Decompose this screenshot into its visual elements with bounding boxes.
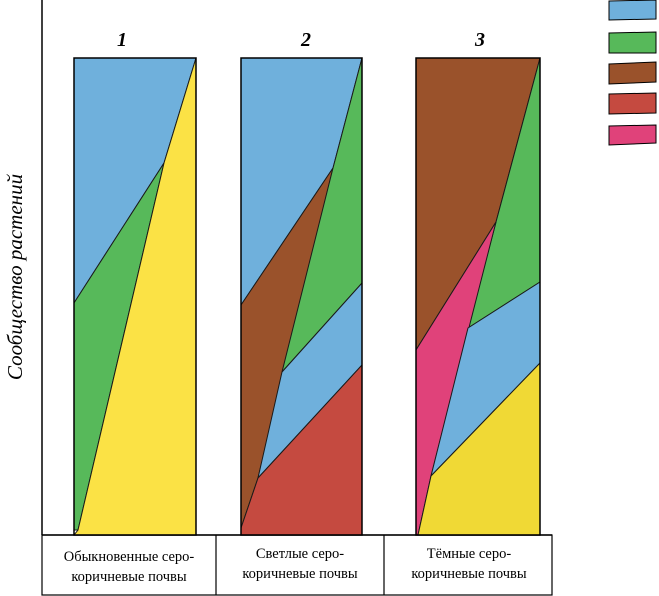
y-axis-label: Сообщество растений [3, 173, 27, 380]
soil-caption-3-line2: коричневые почвы [411, 566, 526, 582]
column-3 [415, 57, 541, 536]
legend-swatch-red [608, 92, 657, 115]
column-2 [240, 57, 363, 536]
soil-caption-table: Обыкновенные серо- коричневые почвы Свет… [41, 534, 553, 596]
column-number-1: 1 [117, 29, 127, 51]
legend-swatch-blue [608, 0, 657, 21]
soil-caption-1-line1: Обыкновенные серо- [64, 549, 195, 565]
legend-swatch-brown [608, 61, 657, 85]
soil-caption-3-line1: Тёмные серо- [427, 546, 512, 562]
soil-caption-1-line2: коричневые почвы [71, 569, 186, 585]
soil-caption-2-line1: Светлые серо- [256, 546, 344, 562]
column-number-2: 2 [300, 29, 311, 51]
legend [608, 0, 657, 146]
column-number-3: 3 [474, 29, 485, 51]
column-1 [72, 57, 197, 536]
legend-swatch-pink [608, 124, 657, 146]
legend-swatch-green [608, 31, 657, 54]
soil-caption-2-line2: коричневые почвы [242, 566, 357, 582]
